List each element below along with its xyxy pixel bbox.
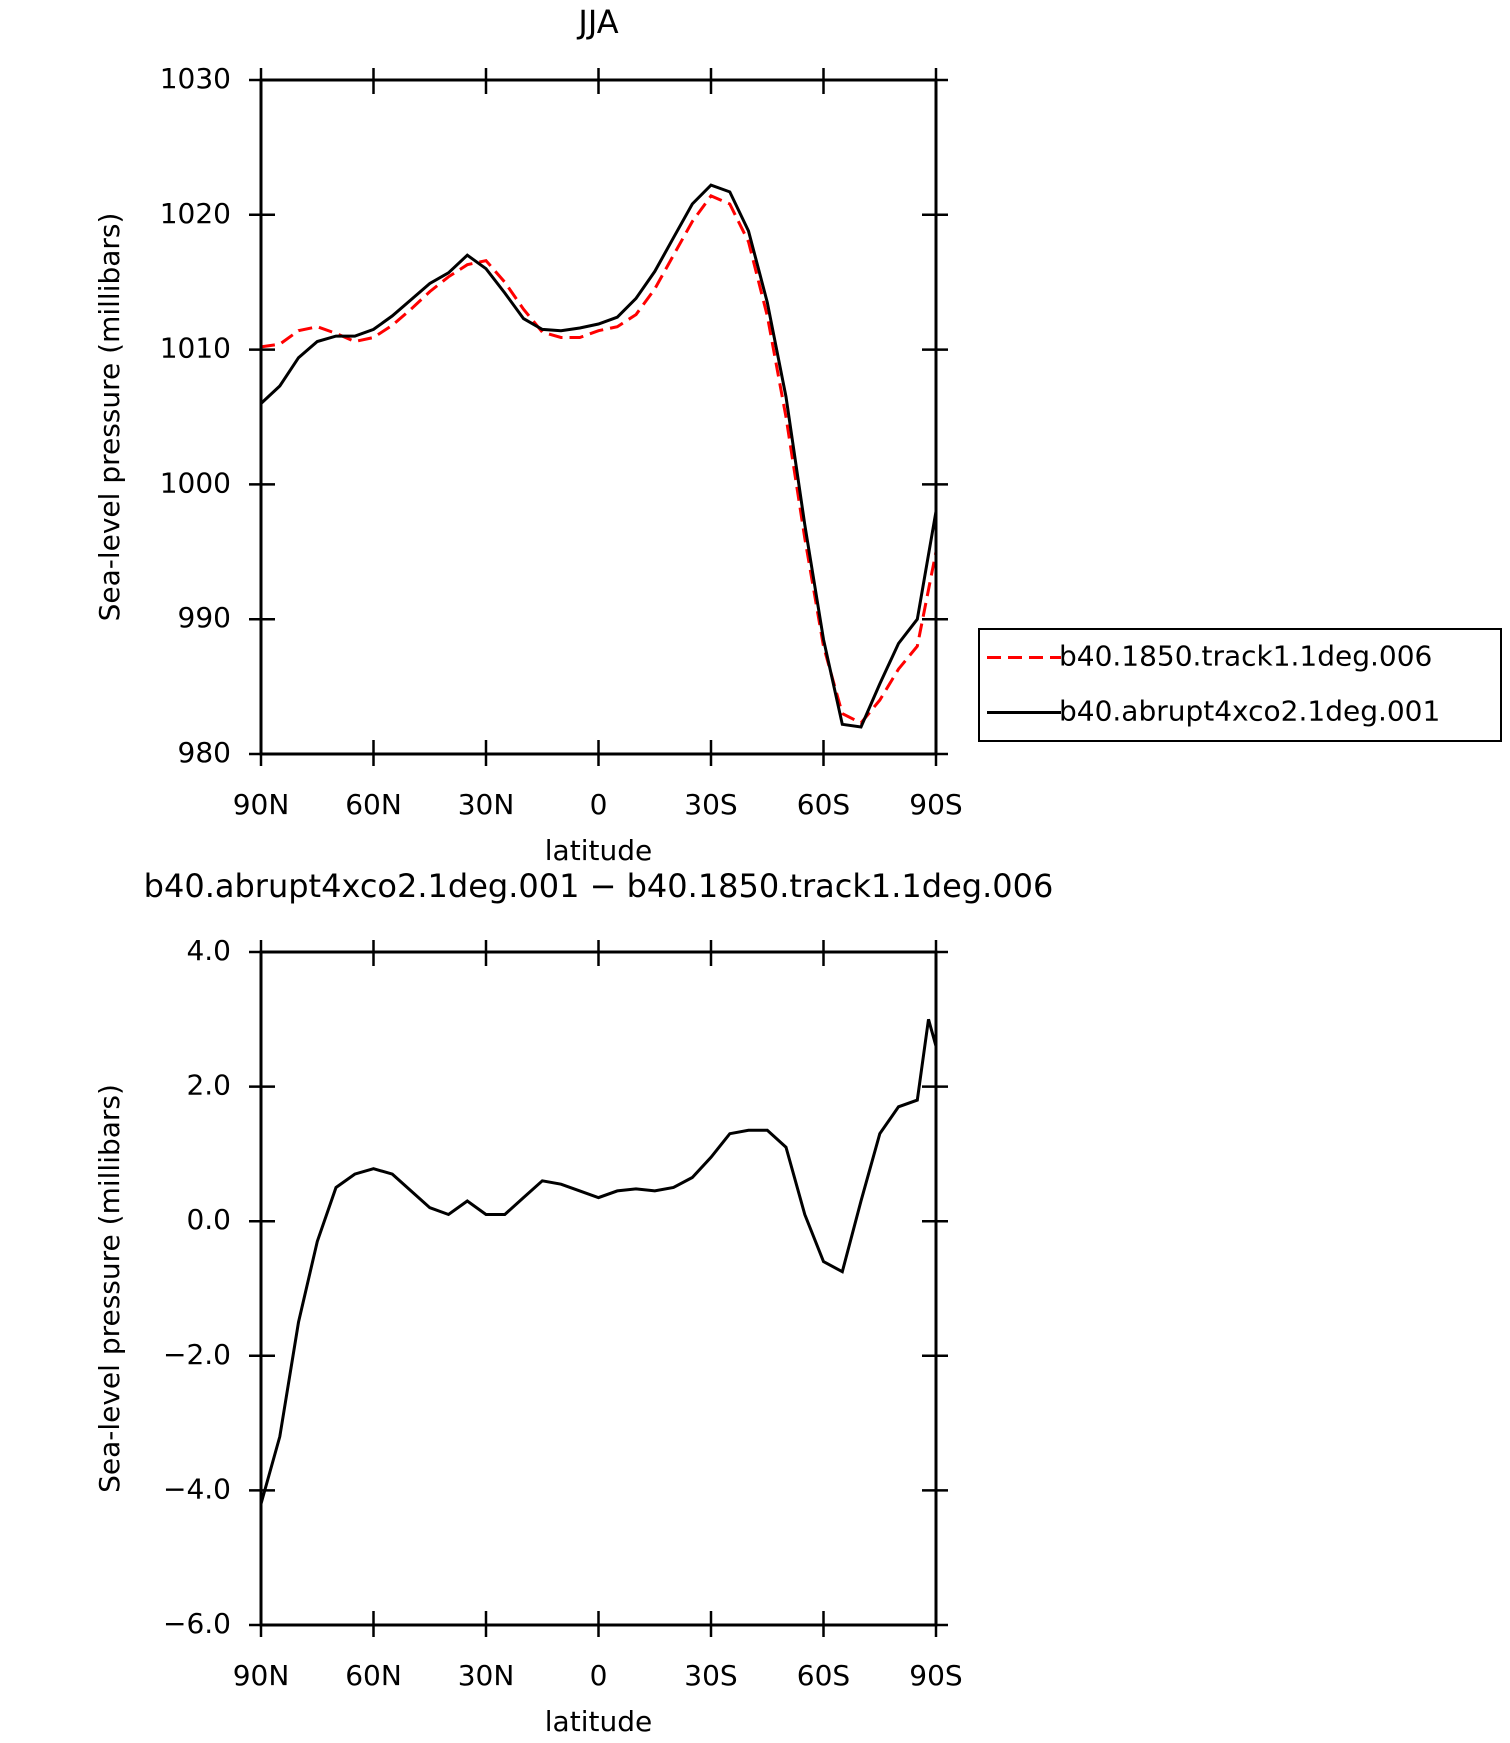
x-tick-label: 30N bbox=[458, 788, 515, 821]
plot-frame bbox=[259, 950, 938, 1627]
x-tick-label: 90S bbox=[909, 1659, 962, 1692]
x-tick-label: 30N bbox=[458, 1659, 515, 1692]
x-tick-label: 0 bbox=[590, 1659, 608, 1692]
y-tick-label: 1030 bbox=[160, 62, 231, 95]
x-tick-label: 60S bbox=[797, 788, 850, 821]
legend-label: b40.abrupt4xco2.1deg.001 bbox=[1059, 695, 1440, 728]
x-tick-label: 30S bbox=[684, 1659, 737, 1692]
y-tick-label: 990 bbox=[178, 601, 231, 634]
x-tick-label: 90N bbox=[233, 1659, 290, 1692]
y-tick-label: −4.0 bbox=[163, 1472, 231, 1505]
x-tick-label: 90N bbox=[233, 788, 290, 821]
y-tick-label: 1020 bbox=[160, 197, 231, 230]
plot-frame bbox=[259, 78, 938, 756]
y-tick-label: 2.0 bbox=[186, 1069, 231, 1102]
y-tick-label: 1010 bbox=[160, 332, 231, 365]
x-tick-label: 90S bbox=[909, 788, 962, 821]
x-axis-label: latitude bbox=[545, 834, 652, 867]
data-line bbox=[260, 194, 938, 725]
data-line bbox=[259, 183, 938, 729]
x-tick-label: 30S bbox=[684, 788, 737, 821]
y-tick-label: −6.0 bbox=[163, 1607, 231, 1640]
x-tick-label: 60N bbox=[345, 1659, 402, 1692]
y-axis-label: Sea-level pressure (millibars) bbox=[93, 1084, 126, 1493]
x-tick-label: 60S bbox=[797, 1659, 850, 1692]
y-axis-label: Sea-level pressure (millibars) bbox=[93, 213, 126, 622]
y-tick-label: 980 bbox=[178, 736, 231, 769]
x-axis-label: latitude bbox=[545, 1705, 652, 1738]
chart-title: b40.abrupt4xco2.1deg.001 − b40.1850.trac… bbox=[144, 867, 1054, 905]
x-tick-label: 60N bbox=[345, 788, 402, 821]
legend-box bbox=[978, 628, 1502, 742]
y-tick-label: −2.0 bbox=[163, 1338, 231, 1371]
legend-label: b40.1850.track1.1deg.006 bbox=[1059, 640, 1432, 673]
chart-title: JJA bbox=[576, 3, 618, 41]
y-tick-label: 0.0 bbox=[186, 1203, 231, 1236]
data-line bbox=[259, 1018, 938, 1505]
x-tick-label: 0 bbox=[590, 788, 608, 821]
y-tick-label: 1000 bbox=[160, 466, 231, 499]
y-tick-label: 4.0 bbox=[186, 934, 231, 967]
